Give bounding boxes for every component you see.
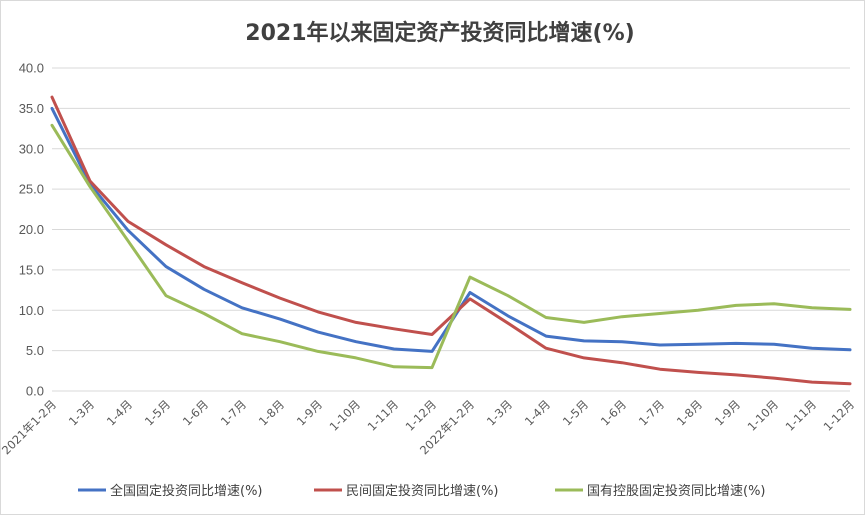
y-tick-label: 30.0	[19, 141, 44, 156]
y-tick-label: 40.0	[19, 61, 44, 76]
x-tick-label: 1-4月	[522, 397, 553, 428]
x-tick-label: 1-9月	[712, 397, 743, 428]
y-axis-tick-labels: 0.0 5.0 10.0 15.0 20.0 25.0 30.0 35.0 40.0	[19, 61, 44, 399]
legend-entry: 全国固定投资同比增速(%)	[110, 483, 263, 499]
x-tick-label: 1-6月	[598, 397, 629, 428]
y-tick-label: 0.0	[26, 384, 44, 399]
x-tick-label: 1-8月	[674, 397, 705, 428]
y-tick-label: 20.0	[19, 222, 44, 237]
x-tick-label: 1-5月	[142, 397, 173, 428]
gridlines	[52, 67, 850, 392]
legend-entry: 国有控股固定投资同比增速(%)	[587, 483, 766, 499]
x-tick-label: 1-9月	[294, 397, 325, 428]
x-tick-label: 1-3月	[66, 397, 97, 428]
x-tick-label: 1-10月	[327, 397, 363, 433]
legend-entry: 民间固定投资同比增速(%)	[346, 483, 499, 499]
x-tick-label: 1-10月	[745, 397, 781, 433]
x-tick-label: 1-12月	[403, 397, 439, 433]
y-tick-label: 35.0	[19, 101, 44, 116]
chart-title: 2021年以来固定资产投资同比增速(%)	[245, 20, 634, 46]
x-axis-tick-labels: 2021年1-2月 1-3月 1-4月 1-5月 1-6月 1-7月 1-8月 1-9月 1-1…	[0, 397, 857, 457]
x-tick-label: 1-8月	[256, 397, 287, 428]
x-tick-label: 2021年1-2月	[0, 397, 59, 457]
y-tick-label: 15.0	[19, 262, 44, 277]
x-tick-label: 1-11月	[365, 397, 401, 433]
series-line-2	[50, 123, 852, 370]
series-line-1	[50, 95, 852, 386]
x-tick-label: 1-4月	[104, 397, 135, 428]
x-tick-label: 1-12月	[821, 397, 857, 433]
x-tick-label: 1-7月	[218, 397, 249, 428]
x-tick-label: 1-3月	[484, 397, 515, 428]
y-tick-label: 25.0	[19, 182, 44, 197]
x-tick-label: 1-6月	[180, 397, 211, 428]
y-tick-label: 10.0	[19, 303, 44, 318]
series-lines	[50, 95, 852, 386]
x-tick-label: 1-5月	[560, 397, 591, 428]
y-tick-label: 5.0	[26, 343, 44, 358]
legend: 全国固定投资同比增速(%) 民间固定投资同比增速(%) 国有控股固定投资同比增速(%…	[78, 483, 766, 499]
x-tick-label: 1-7月	[636, 397, 667, 428]
x-tick-label: 1-11月	[783, 397, 819, 433]
